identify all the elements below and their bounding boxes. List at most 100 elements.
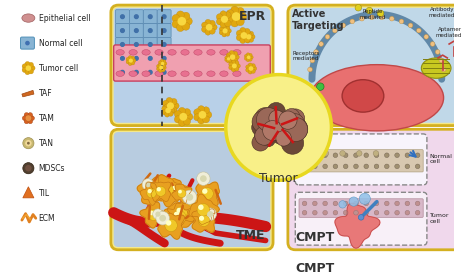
- Circle shape: [364, 210, 369, 215]
- Circle shape: [241, 32, 247, 39]
- Polygon shape: [152, 175, 183, 207]
- Circle shape: [399, 19, 404, 24]
- Circle shape: [243, 36, 247, 41]
- Circle shape: [163, 64, 166, 67]
- Polygon shape: [182, 192, 202, 212]
- Circle shape: [22, 64, 27, 69]
- Circle shape: [333, 210, 337, 215]
- Circle shape: [323, 201, 328, 206]
- Circle shape: [145, 182, 151, 187]
- Circle shape: [222, 32, 227, 37]
- Circle shape: [156, 187, 161, 192]
- Circle shape: [377, 10, 384, 16]
- Circle shape: [364, 164, 369, 169]
- Ellipse shape: [220, 50, 228, 55]
- Circle shape: [235, 67, 239, 71]
- Circle shape: [244, 36, 250, 42]
- Text: Aptamer
mediated: Aptamer mediated: [436, 27, 462, 38]
- Circle shape: [128, 62, 132, 65]
- Circle shape: [286, 109, 305, 128]
- Circle shape: [230, 54, 235, 60]
- Ellipse shape: [155, 50, 163, 55]
- Circle shape: [172, 20, 180, 28]
- Circle shape: [354, 210, 358, 215]
- Circle shape: [188, 198, 197, 207]
- Circle shape: [202, 189, 208, 194]
- FancyBboxPatch shape: [114, 132, 270, 247]
- Circle shape: [255, 108, 276, 129]
- Circle shape: [24, 113, 29, 117]
- Circle shape: [273, 124, 285, 136]
- Circle shape: [343, 201, 348, 206]
- Ellipse shape: [142, 50, 150, 55]
- Circle shape: [249, 38, 254, 42]
- Circle shape: [162, 29, 166, 32]
- Polygon shape: [140, 182, 164, 205]
- Circle shape: [359, 193, 370, 204]
- Text: CMPT: CMPT: [295, 231, 335, 244]
- Circle shape: [226, 56, 231, 62]
- FancyBboxPatch shape: [295, 134, 427, 185]
- Circle shape: [354, 201, 358, 206]
- Circle shape: [142, 179, 154, 190]
- Circle shape: [161, 63, 165, 67]
- Circle shape: [276, 130, 292, 146]
- Circle shape: [174, 212, 180, 217]
- Circle shape: [246, 30, 250, 35]
- Circle shape: [441, 67, 446, 72]
- Circle shape: [176, 24, 184, 32]
- Ellipse shape: [207, 50, 215, 55]
- Ellipse shape: [194, 50, 202, 55]
- Circle shape: [168, 111, 173, 116]
- Ellipse shape: [168, 50, 176, 55]
- Circle shape: [261, 133, 275, 147]
- Circle shape: [158, 63, 162, 67]
- Text: Peptide
mediated: Peptide mediated: [359, 9, 385, 20]
- Circle shape: [417, 28, 421, 33]
- Circle shape: [179, 113, 187, 121]
- Circle shape: [177, 17, 186, 25]
- Circle shape: [246, 58, 250, 62]
- Circle shape: [284, 117, 308, 141]
- Circle shape: [229, 62, 233, 67]
- Circle shape: [163, 105, 169, 112]
- Circle shape: [312, 210, 317, 215]
- Circle shape: [219, 30, 224, 35]
- Circle shape: [148, 210, 159, 220]
- Circle shape: [174, 14, 189, 28]
- Circle shape: [171, 185, 181, 195]
- FancyBboxPatch shape: [157, 24, 171, 38]
- Circle shape: [165, 108, 171, 113]
- Circle shape: [249, 31, 254, 36]
- Circle shape: [248, 70, 252, 74]
- Circle shape: [129, 58, 133, 63]
- Circle shape: [283, 111, 304, 133]
- Circle shape: [262, 94, 267, 99]
- Polygon shape: [158, 213, 184, 239]
- Circle shape: [244, 32, 253, 41]
- FancyBboxPatch shape: [114, 45, 270, 81]
- Ellipse shape: [168, 71, 176, 76]
- Circle shape: [239, 13, 247, 21]
- Circle shape: [30, 65, 35, 71]
- Circle shape: [374, 201, 379, 206]
- Ellipse shape: [220, 71, 228, 76]
- Circle shape: [126, 60, 130, 64]
- Circle shape: [228, 53, 237, 62]
- FancyBboxPatch shape: [299, 150, 423, 172]
- Circle shape: [234, 55, 239, 60]
- Circle shape: [186, 113, 193, 121]
- Circle shape: [249, 58, 252, 61]
- Circle shape: [370, 15, 374, 20]
- Text: TAN: TAN: [38, 139, 54, 148]
- Circle shape: [211, 24, 217, 30]
- Circle shape: [256, 108, 280, 132]
- Ellipse shape: [142, 71, 150, 76]
- Circle shape: [221, 27, 229, 35]
- Circle shape: [238, 30, 249, 41]
- Ellipse shape: [181, 50, 189, 55]
- Polygon shape: [164, 202, 195, 233]
- Circle shape: [26, 65, 31, 71]
- Circle shape: [333, 28, 337, 33]
- FancyBboxPatch shape: [116, 38, 129, 52]
